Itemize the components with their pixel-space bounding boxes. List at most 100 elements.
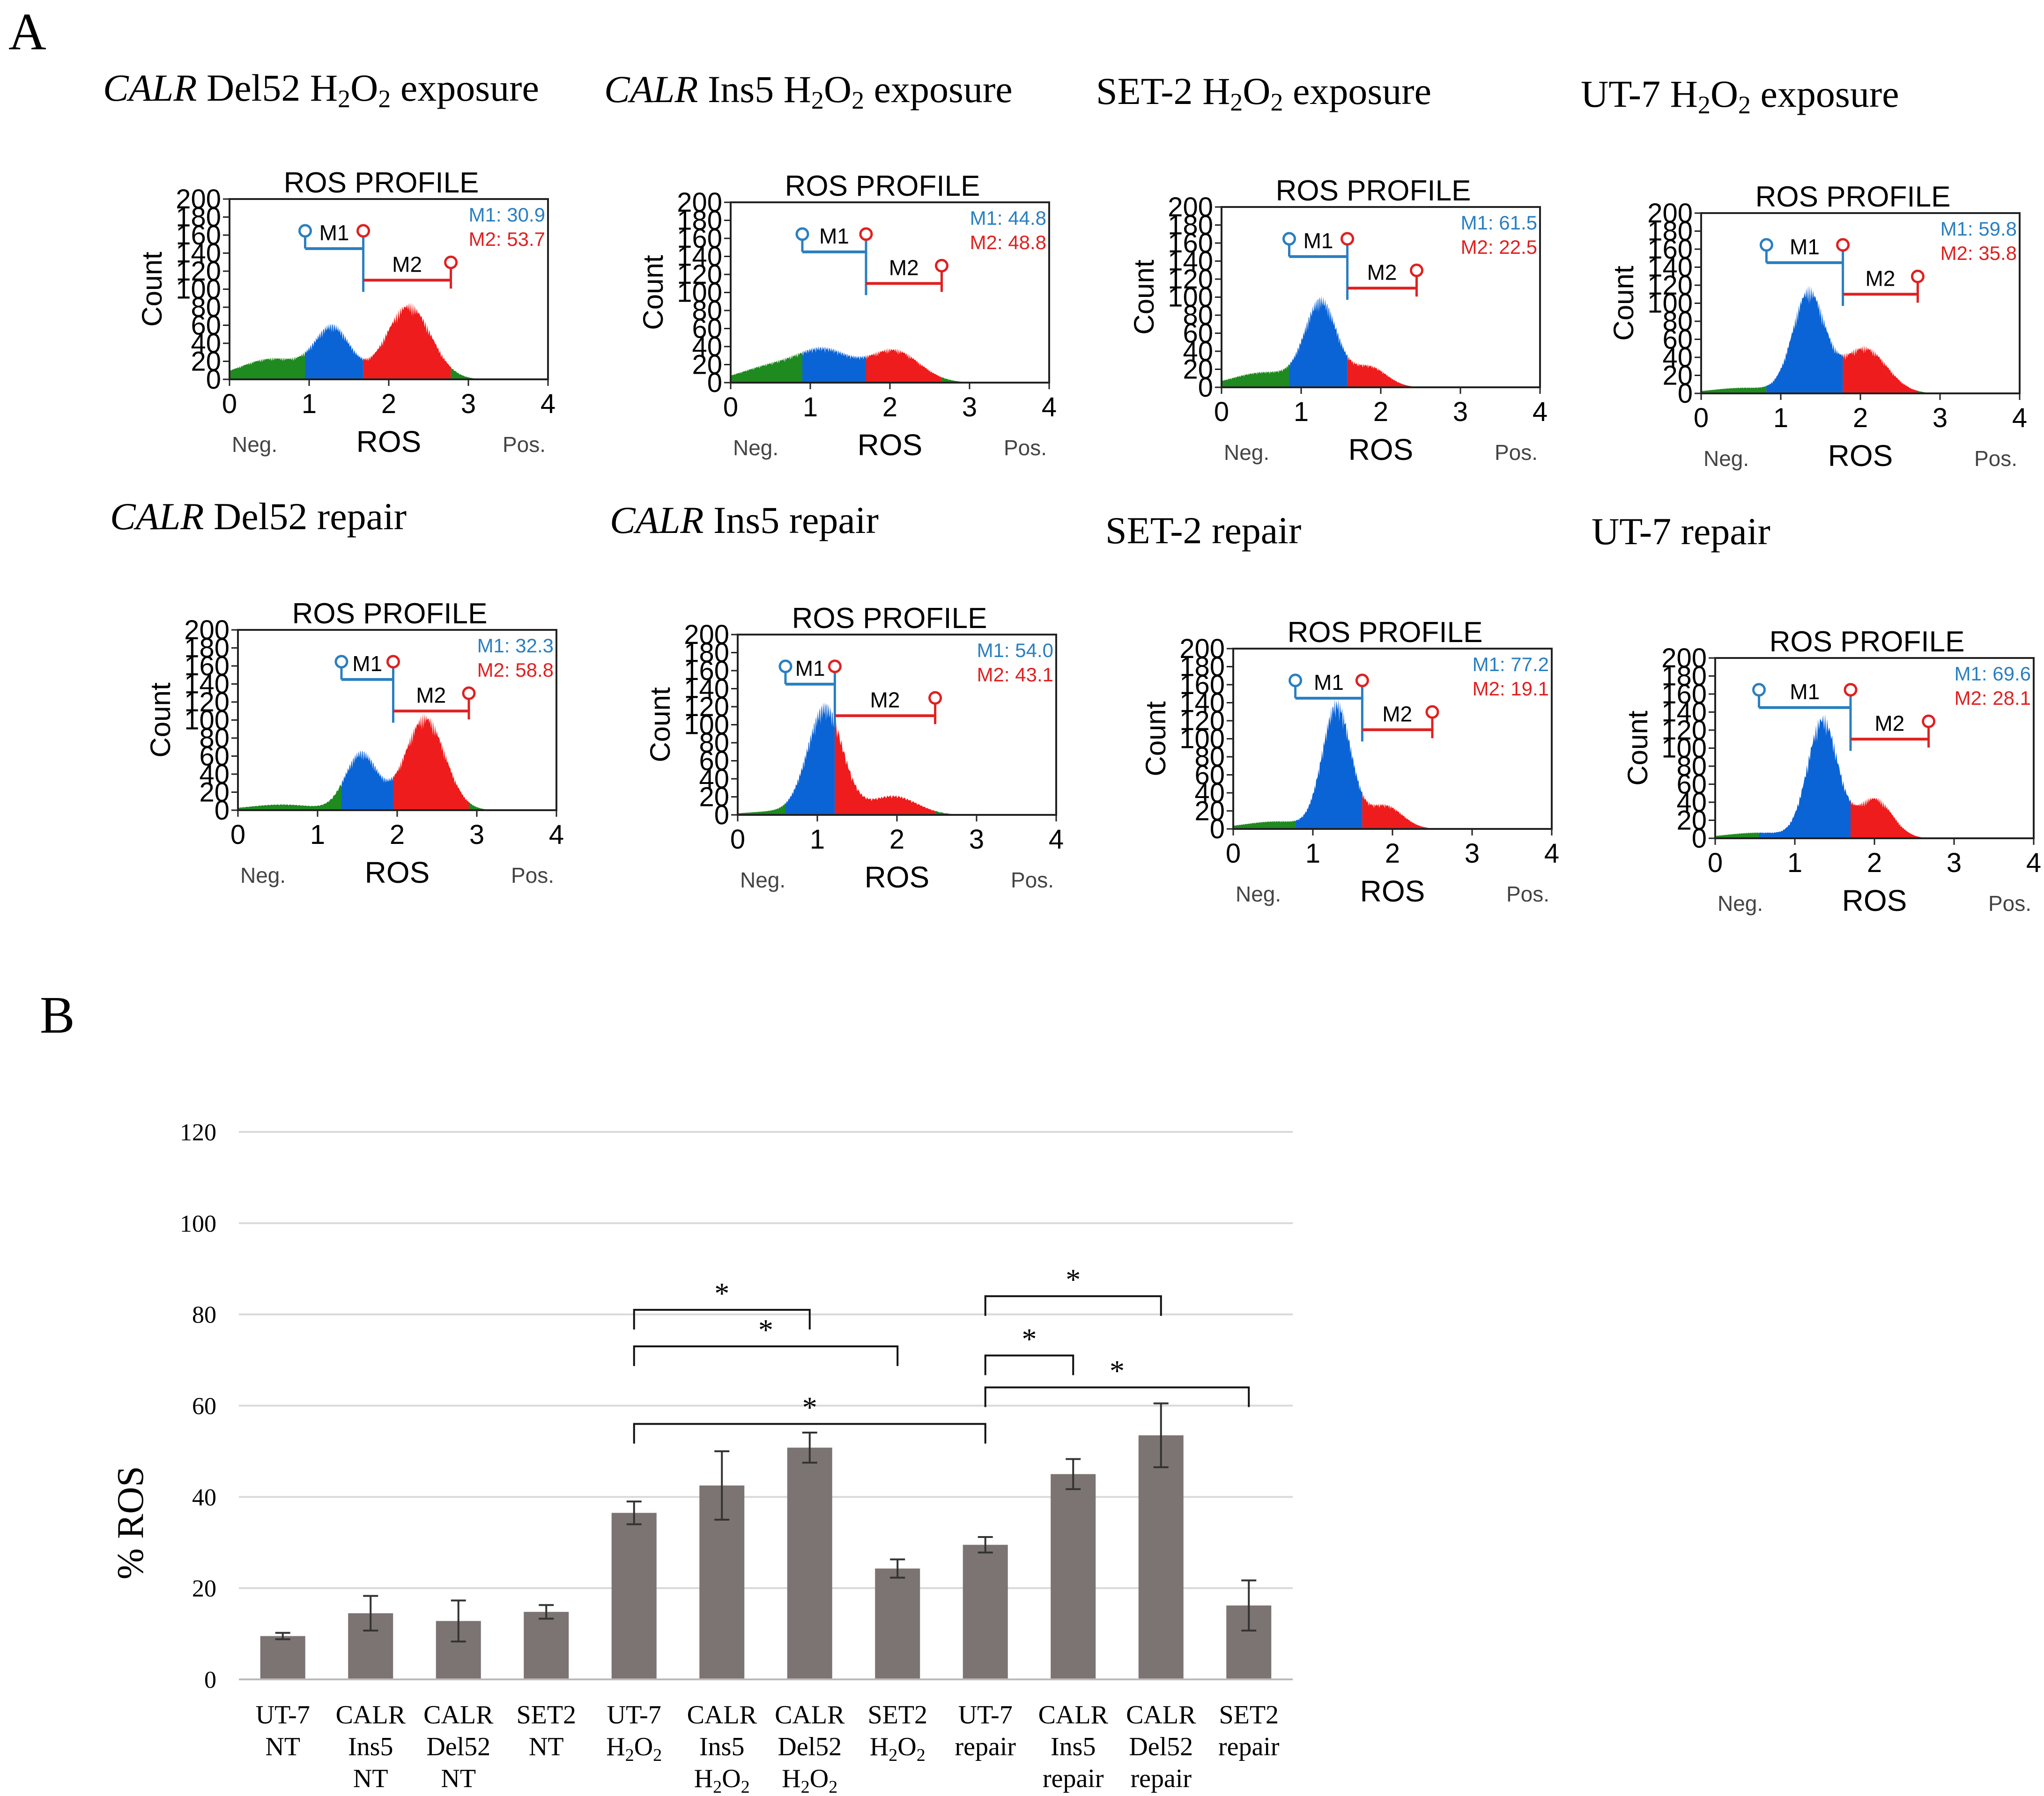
y-axis-label: Count [1622,710,1653,785]
x-tick-label: 3 [469,820,484,850]
title-gene: CALR [604,68,698,111]
category-label: NT [529,1732,564,1761]
title-condition-mid: O [824,68,852,111]
neg-label: Neg. [1703,446,1749,471]
y-tick-label: 20 [1662,361,1693,391]
x-tick-label: 0 [1214,397,1229,427]
category-label: repair [1043,1764,1104,1793]
profile-title: ROS PROFILE [792,602,987,635]
m1-gate-label: M1 [352,651,382,676]
m1-percentage: M1: 59.8 [1940,218,2017,240]
profile-title: ROS PROFILE [1755,181,1951,213]
y-tick-label: 20 [699,782,729,813]
m2-percentage: M2: 48.8 [970,231,1046,253]
y-tick-label: 160 [1647,234,1693,265]
x-tick-label: 0 [1226,838,1241,869]
significance-star: * [758,1313,773,1346]
y-tick-label: 140 [684,674,729,704]
y-axis-label: Count [644,687,676,762]
y-tick-label: 180 [1661,661,1707,692]
histogram-negative-region [1222,364,1289,387]
x-tick-label: 4 [1049,824,1064,855]
y-tick-label: 0 [204,1667,216,1693]
pos-label: Pos. [1988,891,2031,916]
bar [260,1636,305,1679]
title-subscript: 2 [1738,91,1751,119]
y-tick-label: 0 [215,795,230,826]
m2-gate-handle-start [828,659,842,673]
m1-gate-handle [1759,238,1773,252]
m2-gate-handle-end [1911,269,1925,283]
y-tick-label: 40 [1183,336,1213,367]
histogram-negative-region [238,784,341,810]
category-label: H2O2 [694,1764,750,1796]
pos-label: Pos. [1011,868,1054,892]
category-label: CALR [1038,1700,1109,1729]
y-tick-label: 60 [1662,325,1693,355]
y-tick-label: 60 [1183,318,1213,349]
profile-title: ROS PROFILE [1770,626,1965,658]
x-tick-label: 0 [222,389,237,419]
m2-percentage: M2: 58.8 [477,659,554,681]
y-tick-label: 60 [1676,769,1707,800]
y-tick-label: 100 [1168,282,1213,313]
y-tick-label: 60 [1194,760,1225,791]
y-tick-label: 0 [1678,378,1693,409]
histogram-m2-region [1347,354,1417,387]
plot-frame [1221,206,1541,388]
x-axis-label: ROS [858,428,923,462]
y-tick-label: 80 [1676,751,1707,782]
pos-label: Pos. [1004,436,1047,460]
pos-label: Pos. [503,432,546,457]
histogram-negative-region [731,351,802,383]
y-tick-label: 140 [176,238,221,269]
y-tick-label: 0 [1198,372,1213,403]
m2-percentage: M2: 43.1 [977,664,1053,686]
y-tick-label: 60 [191,310,221,341]
histogram-m2-region [1362,791,1432,829]
x-tick-label: 4 [2026,848,2041,878]
flow-panel-title: CALR Del52 H2O2 exposure [103,67,539,113]
m1-gate-label: M1 [1314,670,1344,695]
y-tick-label: 20 [191,347,221,377]
m1-percentage: M1: 54.0 [977,639,1053,661]
neg-label: Neg. [1718,891,1763,916]
title-subscript: 2 [378,85,391,113]
y-tick-label: 40 [1194,778,1225,808]
histogram-m2-region [866,348,942,383]
y-tick-label: 60 [199,741,230,772]
x-tick-label: 1 [1773,403,1788,433]
title-subscript: 2 [1230,88,1243,116]
y-tick-label: 20 [199,777,230,808]
histogram-negative-region [1701,385,1767,393]
m2-gate-label: M2 [1382,702,1412,726]
histogram-tail-region [451,367,548,379]
x-tick-label: 2 [381,389,396,419]
histogram-m1-region [785,702,835,815]
pos-label: Pos. [1495,440,1538,465]
significance-star: * [1066,1263,1081,1296]
x-axis-label: ROS [865,860,930,894]
category-label: CALR [336,1700,406,1729]
title-gene: CALR [103,67,197,109]
significance-star: * [1022,1322,1037,1355]
x-tick-label: 1 [1305,838,1320,869]
category-label: repair [1218,1732,1280,1761]
y-tick-label: 80 [191,292,221,323]
title-gene: CALR [110,495,204,538]
m2-gate-handle-start [1844,683,1858,697]
histogram-m2-region [835,720,935,815]
category-label: CALR [775,1700,845,1729]
category-label: UT-7 [958,1700,1013,1729]
x-tick-label: 3 [962,392,977,422]
category-label: UT-7 [256,1700,310,1729]
m1-percentage: M1: 32.3 [477,635,554,657]
y-tick-label: 40 [692,332,722,362]
title-condition: repair [789,499,879,541]
y-tick-label: 0 [206,364,221,395]
histogram-negative-region [1233,820,1296,829]
y-tick-label: 40 [199,759,230,790]
y-tick-label: 60 [692,314,722,344]
significance-bracket [633,1423,986,1444]
